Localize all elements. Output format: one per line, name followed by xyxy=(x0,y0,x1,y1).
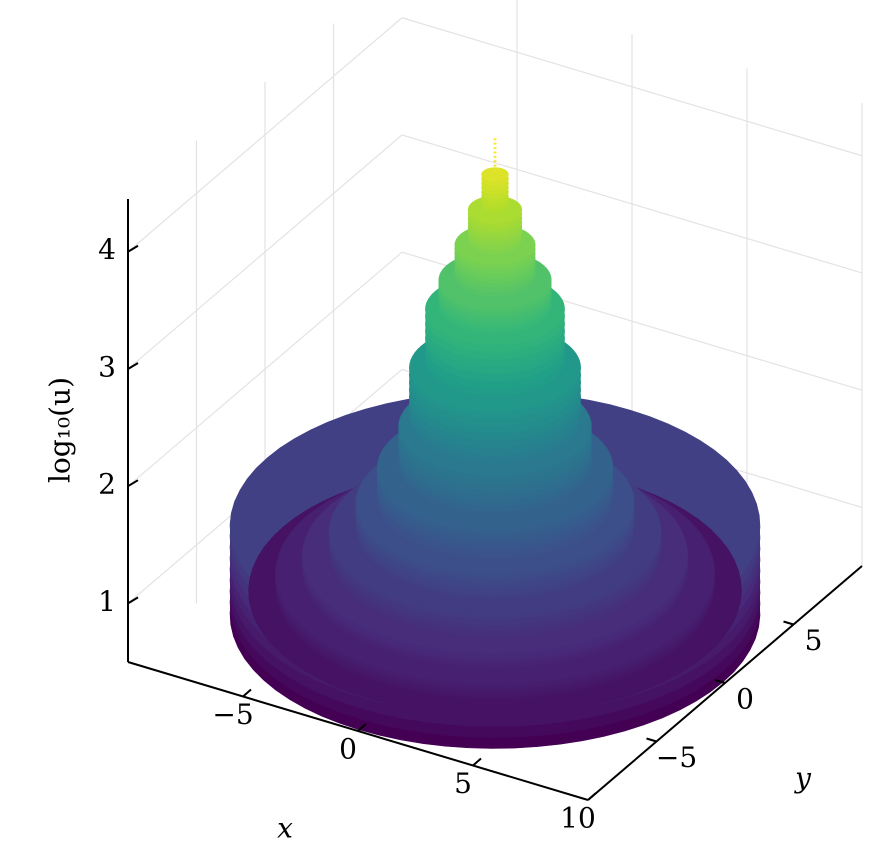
x-tick-label: −5 xyxy=(212,698,253,731)
z-tick-label: 1 xyxy=(98,585,116,618)
surface-slice xyxy=(493,138,497,141)
surface-slice xyxy=(493,164,497,167)
surface-slice xyxy=(493,151,497,154)
surface-slice xyxy=(493,169,497,171)
y-tick-label: 0 xyxy=(736,683,754,716)
y-tick-label: 5 xyxy=(805,624,823,657)
grid-line xyxy=(127,134,403,370)
surface-slice xyxy=(493,147,497,150)
y-tick-label: −5 xyxy=(656,741,697,774)
surface-slice xyxy=(493,173,497,176)
grid-line xyxy=(401,134,863,274)
surface-ring xyxy=(493,138,497,176)
surface-ring xyxy=(467,195,523,259)
surface-slice xyxy=(493,160,497,163)
z-tick xyxy=(127,244,139,253)
z-axis-label: log₁₀(u) xyxy=(44,377,77,483)
y-tick xyxy=(646,737,657,743)
grid-line xyxy=(401,17,863,157)
x-axis-label: x xyxy=(277,812,293,845)
x-tick-label: 0 xyxy=(339,733,357,766)
z-tick-label: 2 xyxy=(98,468,116,501)
z-tick xyxy=(127,596,139,605)
grid-line xyxy=(127,17,403,253)
x-tick xyxy=(587,792,597,801)
y-tick xyxy=(783,620,794,626)
z-tick xyxy=(127,479,139,488)
x-tick xyxy=(242,688,252,698)
z-tick-label: 3 xyxy=(98,350,116,383)
y-tick xyxy=(714,679,726,684)
y-axis-label: y xyxy=(793,762,812,795)
x-tick-label: 5 xyxy=(454,767,472,800)
x-tick xyxy=(472,757,482,767)
surface-slice xyxy=(493,142,497,145)
x-tick xyxy=(357,723,367,732)
surface-ring xyxy=(481,167,509,217)
surface-slice xyxy=(493,155,497,158)
z-tick-label: 4 xyxy=(98,233,116,266)
grid-line xyxy=(127,251,403,487)
z-tick xyxy=(127,362,139,370)
x-tick-label: 10 xyxy=(560,802,596,835)
